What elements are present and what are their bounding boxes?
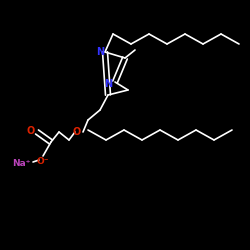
- Text: N: N: [96, 47, 104, 57]
- Text: O: O: [73, 127, 81, 137]
- Text: O: O: [27, 126, 35, 136]
- Text: O⁻: O⁻: [37, 158, 49, 166]
- Text: Na⁺: Na⁺: [12, 160, 30, 168]
- Text: N: N: [104, 79, 112, 89]
